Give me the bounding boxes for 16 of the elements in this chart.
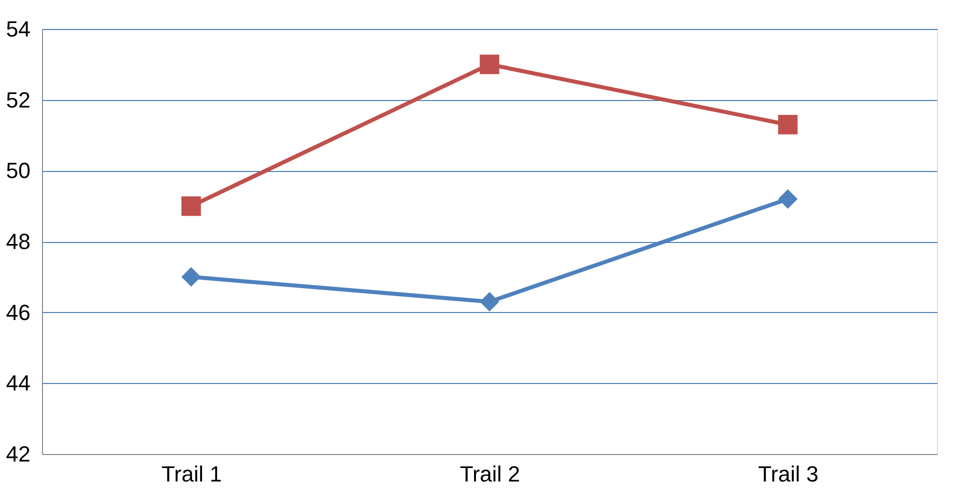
point [181,196,201,216]
point [778,114,798,134]
point [181,267,201,287]
point [480,292,500,312]
x-tick-label: Trail 2 [460,462,520,486]
point [480,54,500,74]
y-tick-label: 48 [6,229,30,254]
y-tick-label: 42 [6,442,30,466]
point [778,189,798,209]
y-tick-label: 54 [6,16,30,42]
y-tick-label: 52 [6,87,30,112]
y-tick-label: 46 [6,300,30,325]
y-tick-label: 44 [6,370,30,396]
y-tick-label: 50 [6,158,30,184]
x-tick-label: Trail 3 [758,462,818,486]
x-tick-label: Trail 1 [162,462,222,486]
